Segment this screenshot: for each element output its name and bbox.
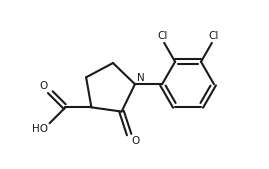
Text: O: O xyxy=(40,81,48,91)
Text: N: N xyxy=(137,73,144,82)
Text: HO: HO xyxy=(32,124,48,134)
Text: O: O xyxy=(131,136,139,146)
Text: Cl: Cl xyxy=(157,31,167,41)
Text: Cl: Cl xyxy=(209,31,219,41)
